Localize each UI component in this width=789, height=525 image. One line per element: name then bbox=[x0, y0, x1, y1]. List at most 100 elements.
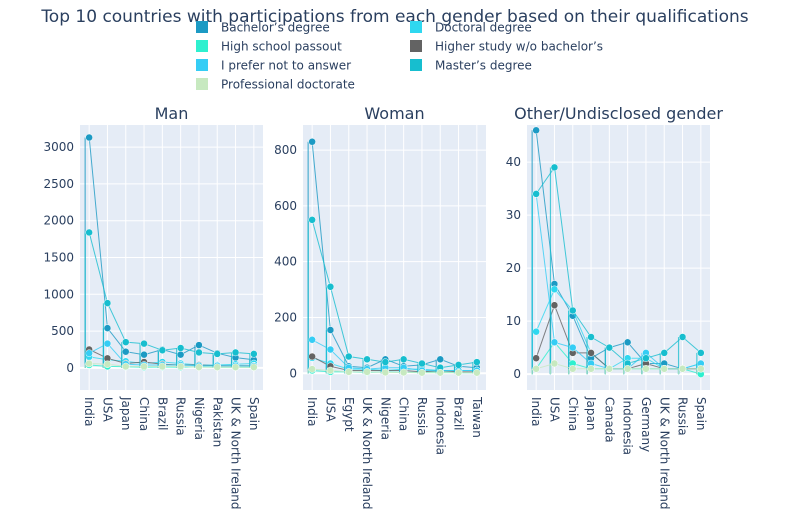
data-point bbox=[588, 334, 595, 341]
data-point bbox=[309, 366, 316, 373]
legend-swatch bbox=[196, 40, 208, 52]
data-point bbox=[533, 190, 540, 197]
legend-label: Higher study w/o bachelor’s bbox=[435, 40, 603, 54]
data-point bbox=[122, 339, 129, 346]
x-tick-label: Germany bbox=[639, 397, 653, 452]
data-point bbox=[533, 127, 540, 134]
data-point bbox=[250, 350, 257, 357]
x-tick-label: UK & North Ireland bbox=[360, 397, 374, 510]
panel-title: Other/Undisclosed gender bbox=[514, 104, 723, 123]
data-point bbox=[364, 368, 371, 375]
data-point bbox=[400, 356, 407, 363]
x-tick-label: Nigeria bbox=[378, 397, 392, 440]
data-point bbox=[86, 360, 93, 367]
legend-item: Higher study w/o bachelor’s bbox=[410, 40, 603, 54]
data-point bbox=[250, 364, 257, 371]
data-point bbox=[642, 355, 649, 362]
data-point bbox=[551, 339, 558, 346]
panel-title: Woman bbox=[364, 104, 424, 123]
y-tick-label: 3000 bbox=[43, 140, 74, 154]
legend-swatch bbox=[196, 78, 208, 90]
x-tick-label: Spain bbox=[694, 397, 708, 431]
chart-title: Top 10 countries with participations fro… bbox=[40, 7, 748, 27]
data-point bbox=[327, 367, 334, 374]
data-point bbox=[104, 340, 111, 347]
legend-label: Master’s degree bbox=[435, 59, 532, 73]
x-tick-label: Canada bbox=[602, 397, 616, 443]
x-tick-label: Russia bbox=[676, 397, 690, 436]
y-tick-label: 0 bbox=[289, 366, 297, 380]
data-point bbox=[697, 365, 704, 372]
x-tick-label: USA bbox=[547, 397, 561, 423]
legend-swatch bbox=[410, 40, 422, 52]
data-point bbox=[141, 351, 148, 358]
data-point bbox=[569, 307, 576, 314]
x-tick-label: Taiwan bbox=[470, 396, 484, 438]
data-point bbox=[661, 349, 668, 356]
data-point bbox=[327, 346, 334, 353]
y-tick-label: 600 bbox=[274, 199, 297, 213]
x-tick-label: Nigeria bbox=[192, 397, 206, 440]
data-point bbox=[679, 334, 686, 341]
data-point bbox=[606, 344, 613, 351]
y-tick-label: 500 bbox=[51, 324, 74, 338]
data-point bbox=[214, 364, 221, 371]
data-point bbox=[661, 365, 668, 372]
x-tick-label: Japan bbox=[584, 396, 598, 430]
data-point bbox=[309, 216, 316, 223]
x-tick-label: Brazil bbox=[452, 397, 466, 431]
panel-2: Other/Undisclosed gender010203040India US… bbox=[506, 104, 724, 510]
legend-label: High school passout bbox=[221, 40, 342, 54]
data-point bbox=[533, 328, 540, 335]
data-point bbox=[309, 138, 316, 145]
legend-item: Professional doctorate bbox=[196, 78, 355, 92]
data-point bbox=[86, 134, 93, 141]
data-point bbox=[195, 342, 202, 349]
data-point bbox=[551, 164, 558, 171]
legend-item: I prefer not to answer bbox=[196, 59, 351, 73]
data-point bbox=[455, 361, 462, 368]
x-tick-label: UK & North Ireland bbox=[229, 397, 243, 510]
y-tick-label: 2000 bbox=[43, 214, 74, 228]
x-tick-label: Japan bbox=[119, 396, 133, 430]
x-tick-label: India bbox=[529, 397, 543, 426]
data-point bbox=[345, 353, 352, 360]
data-point bbox=[232, 349, 239, 356]
x-tick-label: Spain bbox=[247, 397, 261, 431]
legend-swatch bbox=[196, 21, 208, 33]
legend-swatch bbox=[196, 59, 208, 71]
data-point bbox=[533, 365, 540, 372]
data-point bbox=[569, 365, 576, 372]
x-tick-label: Russia bbox=[174, 397, 188, 436]
data-point bbox=[232, 364, 239, 371]
data-point bbox=[418, 360, 425, 367]
data-point bbox=[177, 363, 184, 370]
data-point bbox=[533, 355, 540, 362]
y-tick-label: 0 bbox=[513, 367, 521, 381]
x-tick-label: China bbox=[566, 397, 580, 431]
panel-1: Woman 0 200 400 600 800 India USA Egypt UK & Nort… bbox=[274, 104, 486, 510]
data-point bbox=[159, 347, 166, 354]
data-point bbox=[327, 327, 334, 334]
data-point bbox=[177, 345, 184, 352]
y-tick-label: 2500 bbox=[43, 177, 74, 191]
data-point bbox=[195, 364, 202, 371]
panels: Man050010001500200025003000India USA Japan… bbox=[43, 104, 723, 510]
x-tick-label: USA bbox=[323, 397, 337, 423]
data-point bbox=[195, 349, 202, 356]
legend-label: Doctoral degree bbox=[435, 21, 532, 35]
data-point bbox=[122, 348, 129, 355]
x-tick-label: India bbox=[305, 397, 319, 426]
legend: Bachelor’s degree Doctoral degree High sch… bbox=[196, 21, 603, 92]
y-tick-label: 800 bbox=[274, 143, 297, 157]
x-tick-label: USA bbox=[100, 397, 114, 423]
data-point bbox=[104, 300, 111, 307]
data-point bbox=[86, 229, 93, 236]
panel-0: Man050010001500200025003000India USA Japan… bbox=[43, 104, 263, 510]
x-tick-label: Egypt bbox=[342, 397, 356, 432]
data-point bbox=[551, 302, 558, 309]
data-point bbox=[309, 353, 316, 360]
legend-label: I prefer not to answer bbox=[221, 59, 351, 73]
